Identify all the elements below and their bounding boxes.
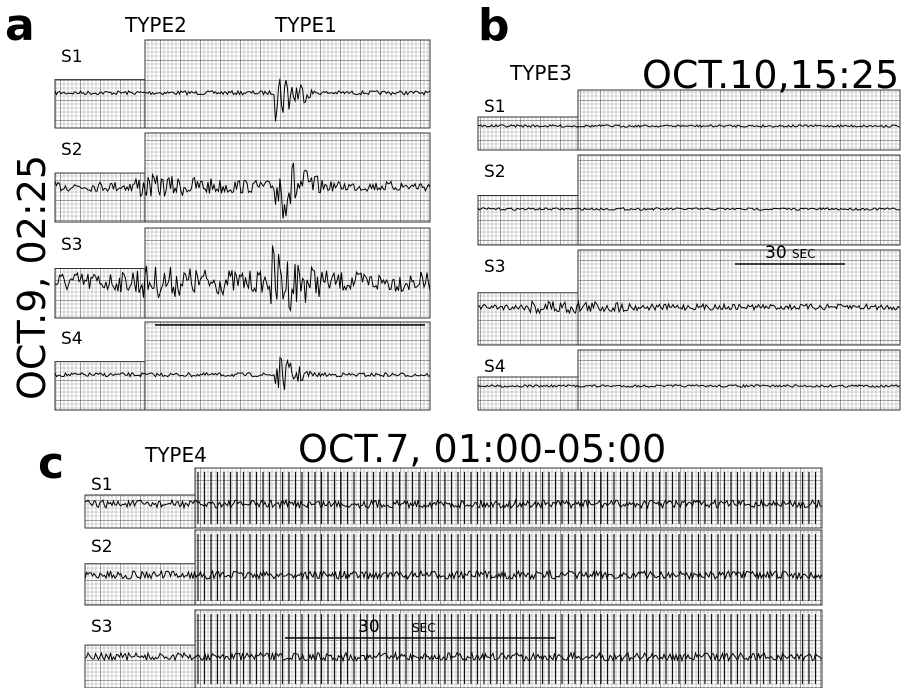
station-label: S2	[484, 162, 506, 182]
station-label: S1	[61, 47, 83, 67]
station-label: S3	[91, 617, 113, 637]
panel-title: OCT.7, 01:00-05:00	[298, 427, 666, 471]
seismogram-trace	[54, 356, 431, 390]
chart-paper	[577, 154, 901, 246]
station-label: S2	[61, 140, 83, 160]
event-type: TYPE3	[509, 61, 572, 85]
seismogram-trace	[54, 245, 431, 313]
station-label: S4	[484, 357, 506, 377]
chart-paper	[577, 89, 901, 151]
seismogram-trace	[477, 124, 900, 128]
station-label: S1	[484, 97, 506, 117]
station-label: S3	[61, 235, 83, 255]
chart-paper	[477, 292, 579, 346]
chart-paper	[577, 249, 901, 346]
chart-paper	[54, 361, 146, 411]
chart-paper	[577, 349, 901, 411]
event-type: TYPE4	[144, 443, 207, 467]
chart-paper	[54, 268, 146, 319]
chart-paper	[144, 321, 431, 411]
seismogram-trace	[477, 299, 900, 315]
panel-label: a	[5, 0, 35, 51]
chart-paper	[84, 563, 196, 606]
scale-unit: SEC	[412, 621, 436, 635]
station-label: S1	[91, 475, 113, 495]
scale-value: 30	[358, 617, 380, 637]
panel-label: b	[478, 0, 510, 51]
scale-unit: SEC	[792, 247, 816, 261]
event-type: TYPE1	[274, 13, 337, 37]
panel-label: c	[38, 438, 64, 489]
scale-value: 30	[765, 243, 787, 263]
seismogram-trace	[54, 78, 431, 122]
chart-paper	[477, 116, 579, 151]
station-label: S4	[61, 329, 83, 349]
chart-paper	[477, 376, 579, 411]
station-label: S3	[484, 257, 506, 277]
panel-title: OCT.9, 02:25	[10, 155, 54, 400]
chart-paper	[54, 172, 146, 223]
event-type: TYPE2	[124, 13, 187, 37]
chart-paper	[54, 79, 146, 129]
station-label: S2	[91, 537, 113, 557]
traces: S1 S2 S3 S4 S1 S2 S3 S4 S1 S2 S3	[54, 39, 901, 688]
chart-paper	[144, 39, 431, 129]
seismogram-trace	[54, 162, 431, 219]
chart-paper	[84, 644, 196, 688]
seismogram-trace	[477, 384, 900, 388]
seismogram-trace	[477, 207, 900, 211]
chart-paper	[144, 132, 431, 223]
panel-title: OCT.10,15:25	[642, 53, 899, 97]
chart-paper	[477, 195, 579, 246]
